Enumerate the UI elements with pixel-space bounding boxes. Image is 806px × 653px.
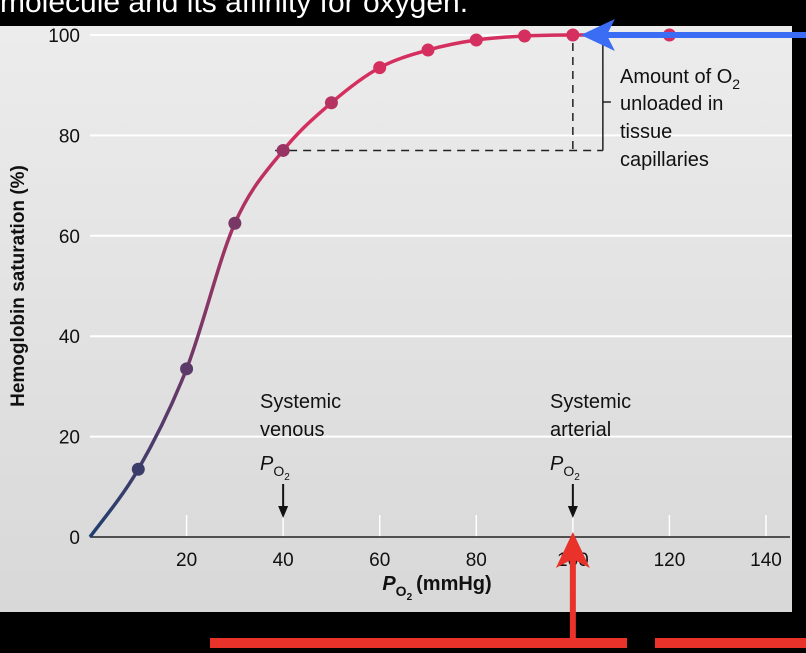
data-point-60 xyxy=(373,61,387,75)
blue-pointer-arrow-icon xyxy=(580,19,806,51)
red-highlight-box-right xyxy=(655,638,806,653)
x-tick-140: 140 xyxy=(750,550,782,571)
venous-po2: PO2 xyxy=(260,453,290,483)
venous-annotation: Systemic venous PO2 xyxy=(260,391,341,483)
plot-area xyxy=(0,26,792,612)
arterial-po2: PO2 xyxy=(550,453,580,483)
x-tick-20: 20 xyxy=(176,550,197,571)
x-tick-120: 120 xyxy=(654,550,686,571)
grid-lines xyxy=(90,34,792,438)
y-tick-80: 80 xyxy=(59,126,80,147)
x-axis-label-sub: O xyxy=(396,583,407,599)
data-point-30 xyxy=(228,216,242,230)
unloaded-line3: tissue xyxy=(620,121,672,143)
arterial-annotation: Systemic arterial PO2 xyxy=(550,391,631,483)
unloaded-annotation: Amount of O2 unloaded in tissue capillar… xyxy=(620,66,740,171)
unloaded-line4: capillaries xyxy=(620,149,709,171)
unloaded-dashed-lines xyxy=(275,43,603,152)
data-point-80 xyxy=(469,33,483,47)
arterial-down-arrow-icon xyxy=(567,484,578,518)
data-point-90 xyxy=(518,29,532,43)
slide-heading: molecule and its affinity for oxygen. xyxy=(0,0,468,19)
venous-line1: Systemic xyxy=(260,391,341,413)
arterial-line1: Systemic xyxy=(550,391,631,413)
unloaded-line1: Amount of O2 xyxy=(620,66,740,92)
unloaded-line2: unloaded in xyxy=(620,93,723,115)
x-axis-label-p: P xyxy=(382,573,396,595)
data-point-40 xyxy=(276,143,290,157)
y-tick-40: 40 xyxy=(59,327,80,348)
y-tick-0: 0 xyxy=(69,528,80,549)
red-highlight-box-left xyxy=(210,638,627,653)
x-tick-80: 80 xyxy=(466,550,487,571)
data-point-50 xyxy=(324,96,338,110)
arterial-line2: arterial xyxy=(550,419,611,441)
venous-line2: venous xyxy=(260,419,325,441)
y-tick-60: 60 xyxy=(59,227,80,248)
x-tick-40: 40 xyxy=(273,550,294,571)
data-point-10 xyxy=(131,462,145,476)
red-pointer-arrow-icon xyxy=(555,532,590,640)
x-axis-label: PO2(mmHg) xyxy=(382,573,491,603)
data-point-100 xyxy=(566,28,580,42)
y-tick-100: 100 xyxy=(48,26,80,47)
data-point-20 xyxy=(180,362,194,376)
x-axis-label-sub2: 2 xyxy=(407,592,413,603)
x-axis-label-unit: (mmHg) xyxy=(416,573,492,595)
y-tick-labels: 0 20 40 60 80 100 xyxy=(48,26,80,549)
unloaded-bracket xyxy=(602,43,611,151)
data-point-70 xyxy=(421,43,435,57)
x-tick-60: 60 xyxy=(369,550,390,571)
y-axis-label: Hemoglobin saturation (%) xyxy=(8,165,29,407)
venous-down-arrow-icon xyxy=(278,484,289,518)
y-tick-20: 20 xyxy=(59,428,80,449)
